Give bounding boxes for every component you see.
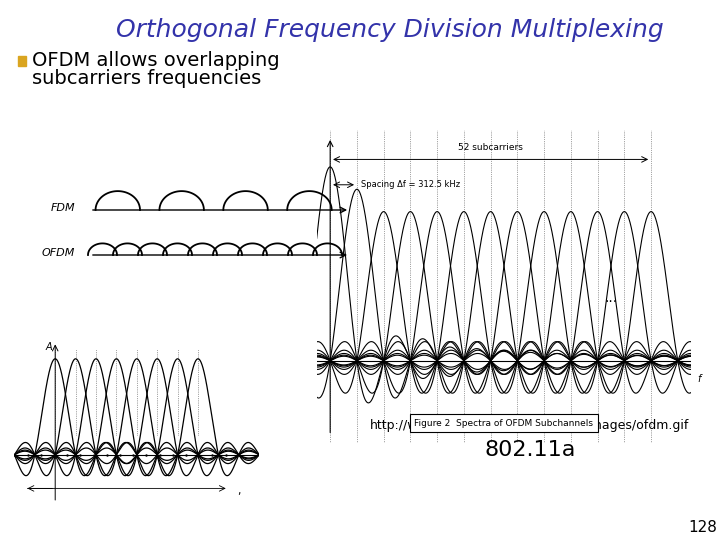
Text: FDM: FDM <box>50 203 75 213</box>
Text: A: A <box>45 342 52 352</box>
Text: 802.11a: 802.11a <box>485 440 576 460</box>
Text: http://www1.linksys.com/products/images/ofdm.gif: http://www1.linksys.com/products/images/… <box>370 418 690 431</box>
Text: OFDM allows overlapping: OFDM allows overlapping <box>32 51 279 71</box>
Bar <box>18 56 26 66</box>
Text: subcarriers frequencies: subcarriers frequencies <box>32 70 261 89</box>
Text: Figure 2  Spectra of OFDM Subchannels: Figure 2 Spectra of OFDM Subchannels <box>415 419 593 428</box>
Text: Orthogonal Frequency Division Multiplexing: Orthogonal Frequency Division Multiplexi… <box>116 18 664 42</box>
Text: Spacing Δf = 312.5 kHz: Spacing Δf = 312.5 kHz <box>361 180 460 190</box>
Text: 52 subcarriers: 52 subcarriers <box>458 143 523 152</box>
Text: OFDM: OFDM <box>42 248 75 258</box>
Text: 128: 128 <box>688 521 717 536</box>
Text: ,: , <box>237 487 240 496</box>
Text: ...: ... <box>604 291 618 305</box>
Text: f: f <box>698 374 701 384</box>
